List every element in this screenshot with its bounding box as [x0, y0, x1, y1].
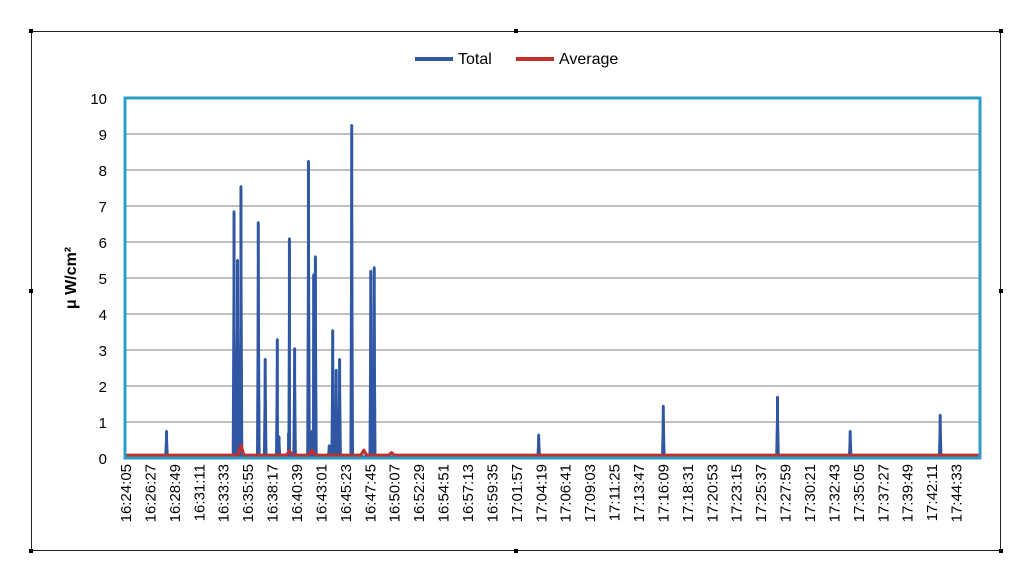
x-tick-label: 17:04:19 — [533, 464, 550, 522]
x-tick-label: 16:24:05 — [118, 464, 135, 522]
x-tick-label: 16:26:27 — [142, 464, 159, 522]
frame-handle-mid-right — [999, 289, 1003, 293]
x-tick-label: 17:35:05 — [851, 464, 868, 522]
y-tick-label: 5 — [99, 271, 107, 288]
frame-handle-top-left — [29, 29, 33, 33]
x-tick-label: 17:32:43 — [826, 464, 843, 522]
x-tick-label: 17:25:37 — [753, 464, 770, 522]
legend-total-label: Total — [458, 51, 492, 68]
x-tick-label: 17:27:59 — [778, 464, 795, 522]
x-tick-label: 16:47:45 — [362, 464, 379, 522]
y-tick-label: 0 — [99, 451, 107, 468]
series-total — [125, 123, 980, 458]
x-tick-label: 16:45:23 — [338, 464, 355, 522]
y-tick-label: 4 — [99, 307, 107, 324]
x-tick-label: 17:20:53 — [704, 464, 721, 522]
total-series-line — [125, 123, 980, 458]
y-tick-label: 7 — [99, 199, 107, 216]
frame-handle-top-center — [514, 29, 518, 33]
average-series-line — [125, 443, 980, 457]
x-tick-label: 16:31:11 — [191, 464, 208, 521]
y-axis-ticks: 0 1 2 3 4 5 6 7 8 9 10 — [90, 91, 107, 468]
y-tick-label: 2 — [99, 379, 107, 396]
x-tick-label: 17:11:25 — [607, 464, 624, 521]
x-tick-label: 16:28:49 — [167, 464, 184, 522]
x-tick-label: 17:13:47 — [631, 464, 648, 522]
frame-handle-bottom-left — [29, 549, 33, 553]
x-tick-label: 17:44:33 — [949, 464, 966, 522]
plot-area-border — [123, 96, 982, 460]
frame-handle-bottom-right — [999, 549, 1003, 553]
y-axis-label: μ W/cm² — [63, 247, 80, 309]
x-axis-ticks: 16:24:05 16:26:27 16:28:49 16:31:11 16:33:33… — [118, 464, 966, 522]
series-average — [125, 443, 980, 457]
x-tick-label: 16:50:07 — [387, 464, 404, 522]
x-tick-label: 16:38:17 — [265, 464, 282, 522]
x-tick-label: 17:06:41 — [558, 464, 575, 522]
gridlines — [125, 133, 980, 423]
legend: Total Average — [415, 51, 618, 68]
x-tick-label: 16:52:29 — [411, 464, 428, 522]
x-tick-label: 17:09:03 — [582, 464, 599, 522]
x-tick-label: 16:59:35 — [484, 464, 501, 522]
x-tick-label: 16:40:39 — [289, 464, 306, 522]
x-tick-label: 16:54:51 — [436, 464, 453, 522]
y-tick-label: 6 — [99, 235, 107, 252]
y-tick-label: 3 — [99, 343, 107, 360]
frame-handle-bottom-center — [514, 549, 518, 553]
y-tick-label: 10 — [90, 91, 107, 108]
y-tick-label: 9 — [99, 127, 107, 144]
x-tick-label: 17:37:27 — [875, 464, 892, 522]
x-tick-label: 16:35:55 — [240, 464, 257, 522]
frame-handle-mid-left — [29, 289, 33, 293]
x-tick-label: 17:16:09 — [655, 464, 672, 522]
frame-handle-top-right — [999, 29, 1003, 33]
x-tick-label: 16:43:01 — [313, 464, 330, 522]
legend-average-label: Average — [559, 51, 618, 68]
y-tick-label: 8 — [99, 163, 107, 180]
x-tick-label: 17:39:49 — [900, 464, 917, 522]
x-tick-label: 17:01:57 — [509, 464, 526, 522]
x-tick-label: 17:23:15 — [729, 464, 746, 522]
x-tick-label: 16:57:13 — [460, 464, 477, 522]
x-tick-label: 17:42:11 — [924, 464, 941, 521]
x-tick-label: 17:30:21 — [802, 464, 819, 522]
x-tick-label: 17:18:31 — [680, 464, 697, 522]
x-tick-label: 16:33:33 — [216, 464, 233, 522]
y-tick-label: 1 — [99, 415, 107, 432]
